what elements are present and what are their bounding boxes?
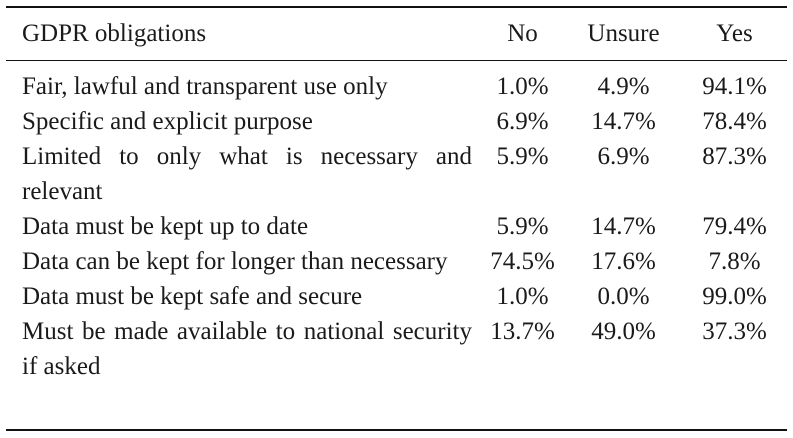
table-row: Data can be kept for longer than ne­cess… bbox=[6, 244, 787, 279]
header-yes: Yes bbox=[716, 20, 753, 47]
row-yes: 99.0% bbox=[702, 283, 767, 310]
row-label: Data must be kept up to date bbox=[22, 213, 309, 240]
header-row: GDPR obligations No Unsure Yes bbox=[6, 8, 787, 60]
header-rule bbox=[6, 60, 787, 61]
row-unsure: 0.0% bbox=[597, 283, 650, 310]
row-label: Specific and explicit purpose bbox=[22, 108, 313, 135]
row-label: Limited to only what is necessary and re… bbox=[22, 143, 472, 205]
row-no: 5.9% bbox=[496, 213, 549, 240]
row-unsure: 14.7% bbox=[591, 213, 656, 240]
row-label: Fair, lawful and transparent use only bbox=[22, 73, 388, 100]
row-no: 74.5% bbox=[490, 248, 555, 275]
row-yes: 78.4% bbox=[702, 108, 767, 135]
row-yes: 37.3% bbox=[702, 318, 767, 345]
row-yes: 7.8% bbox=[708, 248, 761, 275]
row-no: 6.9% bbox=[496, 108, 549, 135]
table-bottom-rule bbox=[6, 429, 787, 431]
row-no: 1.0% bbox=[496, 73, 549, 100]
table-grid: GDPR obligations No Unsure Yes Fair, law… bbox=[6, 8, 787, 384]
row-label: Data can be kept for longer than ne­cess… bbox=[22, 248, 448, 275]
table-row: Specific and explicit purpose 6.9% 14.7%… bbox=[6, 104, 787, 139]
row-yes: 79.4% bbox=[702, 213, 767, 240]
table-row: Data must be kept safe and secure 1.0% 0… bbox=[6, 279, 787, 314]
row-no: 1.0% bbox=[496, 283, 549, 310]
row-unsure: 17.6% bbox=[591, 248, 656, 275]
row-no: 13.7% bbox=[490, 318, 555, 345]
row-no: 5.9% bbox=[496, 143, 549, 170]
header-obligations: GDPR obligations bbox=[22, 20, 207, 47]
row-label: Must be made available to national secur… bbox=[22, 318, 472, 380]
row-unsure: 6.9% bbox=[597, 143, 650, 170]
header-unsure: Unsure bbox=[587, 20, 660, 47]
row-unsure: 49.0% bbox=[591, 318, 656, 345]
row-unsure: 14.7% bbox=[591, 108, 656, 135]
table-row: Data must be kept up to date 5.9% 14.7% … bbox=[6, 209, 787, 244]
row-label: Data must be kept safe and secure bbox=[22, 283, 363, 310]
row-unsure: 4.9% bbox=[597, 73, 650, 100]
table-row: Fair, lawful and transparent use only 1.… bbox=[6, 60, 787, 104]
table-top-rule bbox=[6, 6, 787, 8]
header-no: No bbox=[507, 20, 538, 47]
table-row: Must be made available to national secur… bbox=[6, 314, 787, 384]
row-yes: 87.3% bbox=[702, 143, 767, 170]
table-row: Limited to only what is necessary and re… bbox=[6, 139, 787, 209]
row-yes: 94.1% bbox=[702, 73, 767, 100]
